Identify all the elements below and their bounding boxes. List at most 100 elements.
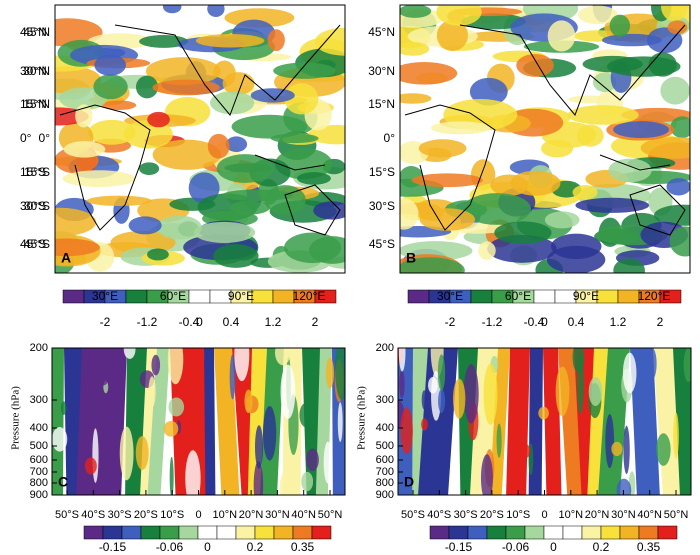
field-blob: [660, 76, 690, 105]
lat-tick-label: 30°S: [108, 509, 132, 521]
field-blob: [438, 388, 446, 414]
field-blob: [167, 348, 184, 385]
field-blob: [575, 197, 650, 213]
field-blob: [273, 62, 336, 79]
colorbar-swatch: [125, 289, 148, 304]
field-blob: [609, 14, 631, 37]
field-blob: [588, 376, 603, 407]
colorbar-swatch: [407, 289, 430, 304]
colorbar-label: -0.06: [156, 540, 184, 554]
field-blob: [613, 121, 669, 139]
lat-tick-label: 10°N: [213, 509, 238, 521]
pressure-tick-label: 800: [30, 477, 48, 489]
pressure-tick-label: 700: [376, 466, 394, 478]
field-blob: [86, 195, 152, 206]
field-blob: [84, 457, 97, 475]
field-blob: [145, 57, 221, 86]
field-blob: [75, 104, 93, 128]
field-blob: [309, 236, 345, 264]
colorbar-swatch: [314, 289, 337, 304]
field-blob: [654, 204, 690, 226]
field-blob: [296, 172, 331, 185]
lat-tick-label: 20°S: [480, 509, 504, 521]
colorbar-swatch: [467, 525, 488, 540]
field-blob: [622, 352, 637, 394]
field-blob: [88, 119, 136, 145]
pressure-tick-label: 600: [376, 454, 394, 466]
panel-label: B: [406, 250, 416, 266]
field-blob: [613, 258, 645, 273]
lon-label: 90°E: [573, 289, 599, 303]
colorbar-swatch: [448, 525, 469, 540]
field-blob: [139, 162, 160, 176]
colorbar-label: 0.35: [291, 540, 315, 554]
lat-tick-label: 50°S: [55, 509, 79, 521]
lat-tick-label: 30°S: [454, 509, 478, 521]
field-blob: [623, 425, 630, 475]
pressure-tick-label: 600: [30, 454, 48, 466]
colorbar-label: 0: [196, 315, 203, 329]
lat-label: 45°S: [369, 237, 395, 251]
field-blob: [229, 354, 236, 400]
colorbar-swatch: [596, 289, 619, 304]
field-blob: [162, 5, 182, 14]
lon-label: 120°E: [638, 289, 671, 303]
field-blob: [430, 121, 491, 135]
colorbar-swatch: [121, 525, 142, 540]
colorbar-swatch: [254, 525, 275, 540]
field-blob: [611, 441, 623, 457]
field-blob: [673, 412, 679, 459]
field-blob: [605, 414, 615, 469]
field-blob: [52, 427, 68, 452]
lat-label: 0°: [20, 131, 32, 145]
y-axis-title: Pressure (hPa): [10, 386, 22, 450]
field-blob: [216, 154, 274, 183]
pressure-tick-label: 300: [30, 394, 48, 406]
map-panel: B 45°N 30°N 15°N 0° 15°S 30°S 45°S 30°E 60°E 90°E 1…: [368, 4, 691, 329]
pressure-tick-label: 400: [376, 422, 394, 434]
colorbar-label: 0.4: [223, 315, 240, 329]
field-blob: [253, 461, 264, 495]
lat-tick-label: 0: [541, 509, 547, 521]
colorbar-swatch: [486, 525, 507, 540]
lat-label: 30°S: [369, 199, 395, 213]
colorbar-swatch: [619, 525, 640, 540]
colorbar-swatch: [140, 525, 161, 540]
field-blob: [593, 72, 617, 93]
field-blob: [640, 136, 690, 159]
lat-tick-label: 30°N: [265, 509, 290, 521]
field-band: [76, 348, 127, 495]
panel-label: D: [404, 474, 414, 490]
field-blob: [398, 348, 406, 372]
field-blob: [608, 158, 652, 183]
field-blob: [195, 34, 265, 48]
lat-label: 45°N: [20, 25, 47, 39]
field-blob: [262, 405, 277, 461]
field-band: [489, 348, 510, 495]
field-blob: [94, 54, 126, 76]
field-blob: [128, 216, 162, 235]
colorbar-label: -1.2: [137, 315, 158, 329]
field-band: [630, 348, 660, 495]
map-frame: [399, 4, 691, 274]
lat-label: 45°N: [23, 25, 50, 39]
lat-label: 0°: [39, 131, 51, 145]
lat-tick-label: 20°N: [239, 509, 264, 521]
colorbar-label: 2: [657, 315, 664, 329]
field-blob: [169, 456, 174, 495]
colorbar-swatch: [505, 525, 526, 540]
panel-label: C: [58, 474, 68, 490]
field-blob: [325, 357, 335, 389]
field-blob: [299, 402, 313, 428]
colorbar-label: -0.06: [502, 540, 530, 554]
field-blob: [335, 348, 345, 400]
colorbar-label: -0.15: [99, 540, 127, 554]
field-blob: [400, 62, 458, 85]
field-blob: [185, 450, 201, 495]
field-blob: [55, 238, 100, 257]
field-band: [506, 348, 530, 495]
map-field: [400, 5, 690, 273]
field-blob: [411, 173, 483, 188]
field-band: [204, 348, 216, 495]
